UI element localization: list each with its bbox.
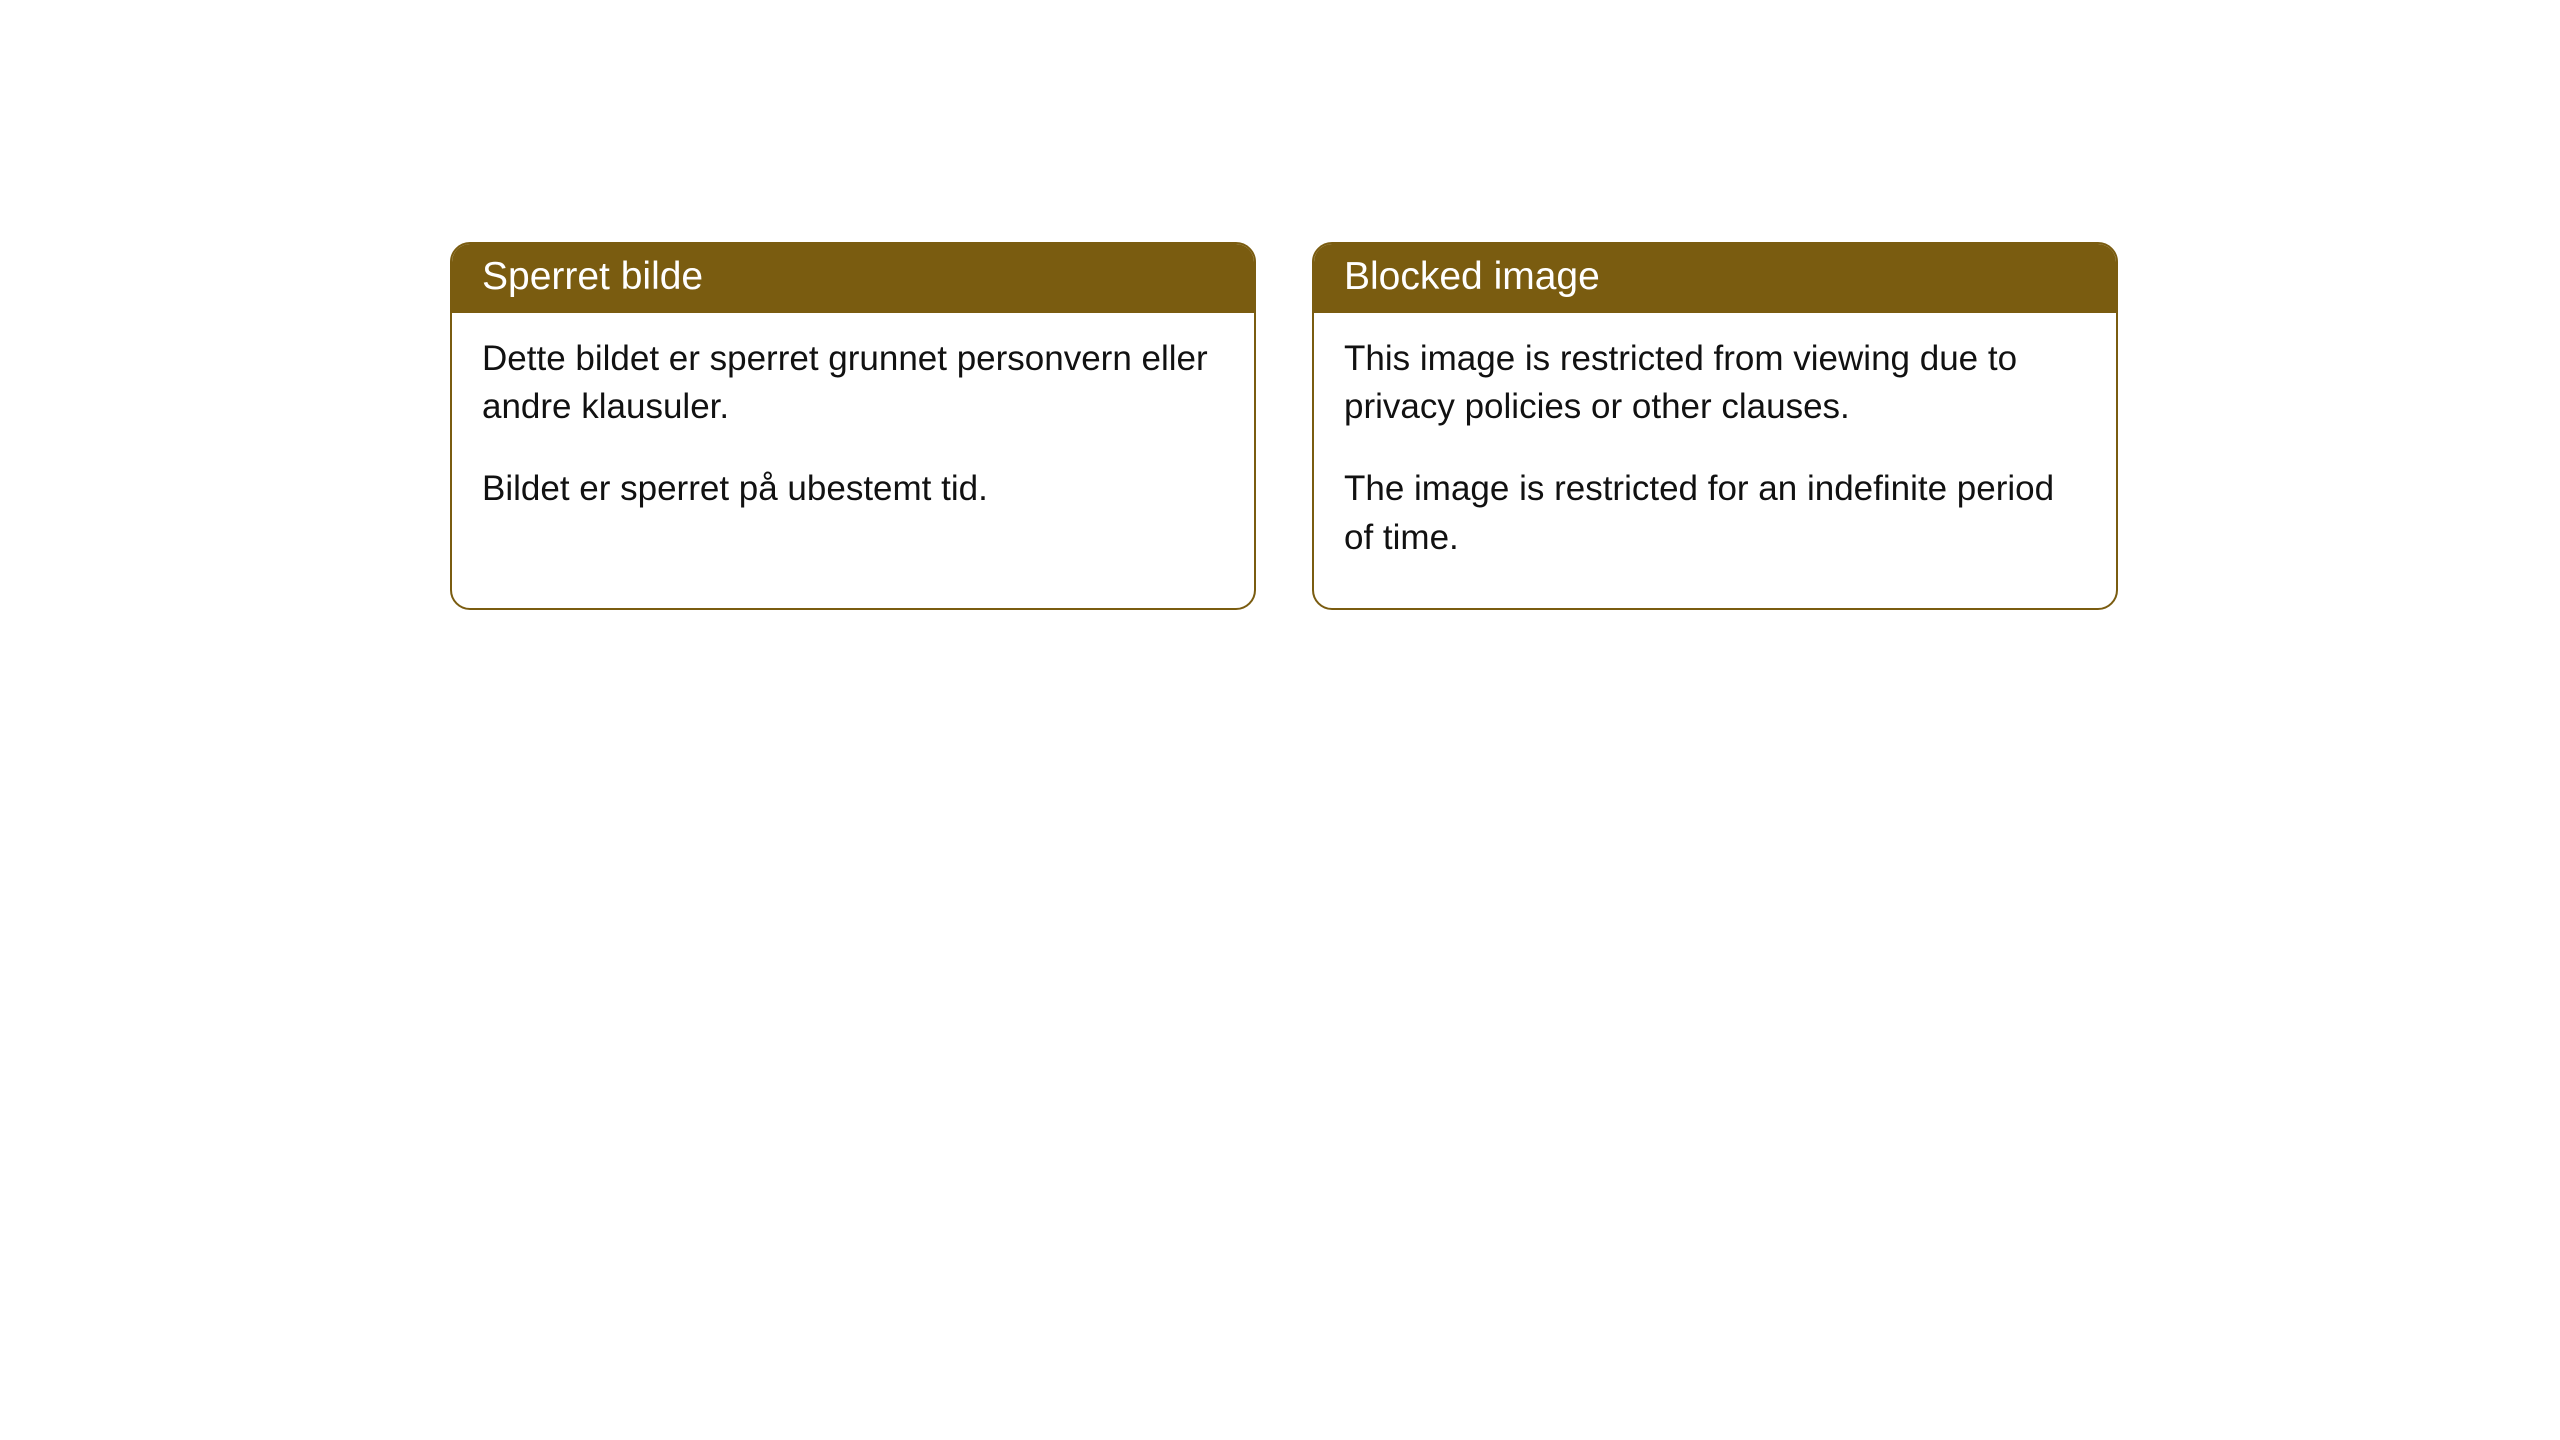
notice-paragraph: Bildet er sperret på ubestemt tid. xyxy=(482,465,1224,513)
notice-paragraph: Dette bildet er sperret grunnet personve… xyxy=(482,335,1224,432)
notice-card-header: Blocked image xyxy=(1314,244,2116,313)
notice-paragraph: This image is restricted from viewing du… xyxy=(1344,335,2086,432)
notice-title: Sperret bilde xyxy=(482,255,703,298)
notice-card-header: Sperret bilde xyxy=(452,244,1254,313)
notice-card-body: This image is restricted from viewing du… xyxy=(1314,313,2116,608)
notice-card-body: Dette bildet er sperret grunnet personve… xyxy=(452,313,1254,560)
notice-title: Blocked image xyxy=(1344,255,1600,298)
notice-card-norwegian: Sperret bilde Dette bildet er sperret gr… xyxy=(450,242,1256,610)
notice-paragraph: The image is restricted for an indefinit… xyxy=(1344,465,2086,562)
notice-cards-container: Sperret bilde Dette bildet er sperret gr… xyxy=(450,242,2118,610)
notice-card-english: Blocked image This image is restricted f… xyxy=(1312,242,2118,610)
